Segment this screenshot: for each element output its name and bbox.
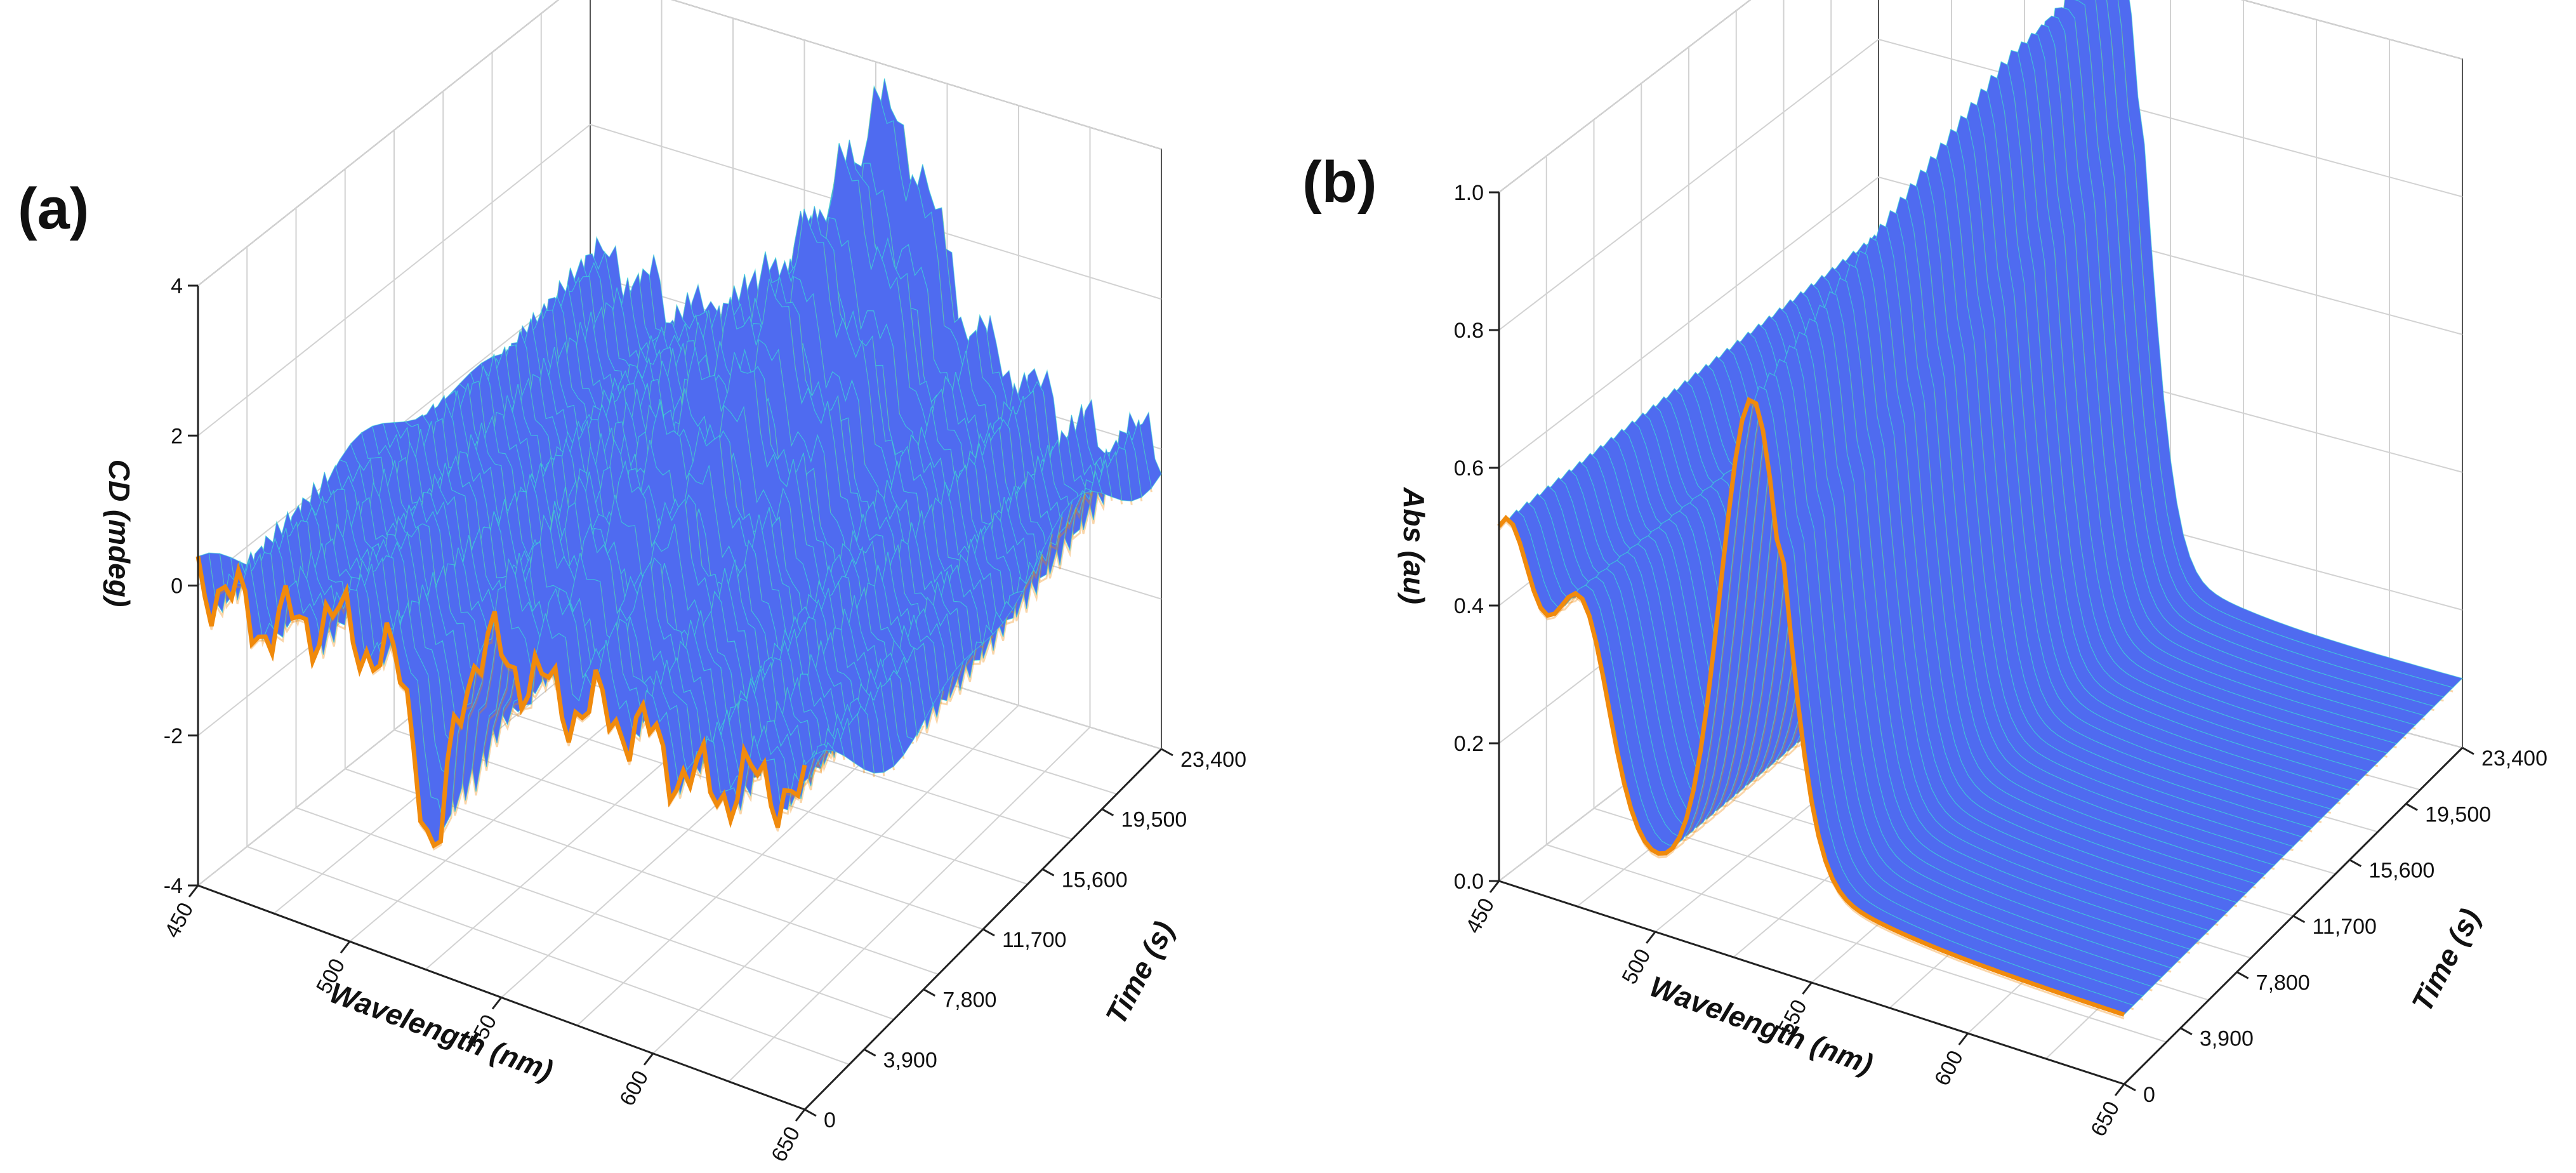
- panel-a-x-tick-label: 650: [767, 1123, 805, 1166]
- panel-a-wall-grid-h: [197, 0, 1162, 286]
- panel-a-x-tick: [340, 941, 351, 954]
- panel-a: 45050055060065003,9007,80011,70015,60019…: [18, 0, 1246, 1166]
- panel-a-z-tick-label: 2: [171, 424, 183, 448]
- panel-b-x-axis-title: Wavelength (nm): [1646, 969, 1877, 1080]
- panel-a-floor-grid-x: [652, 705, 1019, 1054]
- panel-a-y-tick-label: 0: [824, 1108, 836, 1132]
- panel-b-z-tick-label: 0.4: [1454, 594, 1484, 618]
- panel-b-z-tick-label: 0.0: [1454, 870, 1484, 894]
- panel-b-x-tick: [2114, 1084, 2125, 1096]
- panel-b-x-tick-label: 500: [1617, 945, 1655, 988]
- panel-b-y-tick-label: 19,500: [2425, 802, 2491, 826]
- panel-a-y-tick-label: 7,800: [942, 988, 996, 1012]
- panel-b-x-tick: [1646, 931, 1656, 944]
- panel-a-z-tick-label: -2: [164, 724, 183, 748]
- panel-a-y-tick-label: 11,700: [1002, 928, 1066, 952]
- panel-a-y-tick: [1161, 748, 1173, 757]
- panel-a-y-tick-label: 3,900: [883, 1048, 937, 1072]
- panel-b-y-tick: [2236, 971, 2249, 979]
- panel-b-y-axis-title: Time (s): [2405, 903, 2487, 1017]
- panel-b-y-tick: [2292, 915, 2306, 924]
- panel-b-wall-grid-h: [1498, 38, 2463, 331]
- panel-a-y-tick: [863, 1049, 876, 1057]
- panel-a-z-tick-label: -4: [164, 874, 183, 898]
- panel-a-y-tick-label: 15,600: [1062, 868, 1128, 892]
- panel-a-x-tick-label: 450: [160, 899, 198, 942]
- panel-a-floor-grid-y: [393, 729, 984, 930]
- panel-a-y-tick-label: 23,400: [1180, 748, 1246, 772]
- panel-b-y-tick-label: 23,400: [2481, 746, 2547, 771]
- panel-b: 45050055060065003,9007,80011,70015,60019…: [1302, 0, 2547, 1141]
- panel-a-x-tick: [643, 1052, 654, 1066]
- panel-a-z-axis-title: CD (mdeg): [103, 460, 136, 607]
- panel-b-y-tick-label: 3,900: [2200, 1027, 2254, 1051]
- panel-b-y-tick: [2124, 1083, 2136, 1092]
- panel-b-y-tick: [2180, 1027, 2193, 1035]
- panel-b-panel-label: (b): [1302, 150, 1377, 215]
- panel-a-z-tick-label: 4: [171, 274, 183, 298]
- panel-a-y-tick: [804, 1108, 817, 1117]
- panel-a-front-profile: [195, 555, 807, 849]
- panel-b-x-tick: [1958, 1033, 1969, 1045]
- panel-a-y-tick-label: 19,500: [1121, 808, 1187, 832]
- panel-b-x-tick-label: 600: [1930, 1047, 1968, 1090]
- panel-b-x-tick-label: 450: [1461, 894, 1499, 938]
- panel-b-z-tick-label: 0.8: [1454, 319, 1484, 343]
- panel-b-wall-grid-h: [1498, 176, 2463, 468]
- panel-b-wall-grid-h: [1498, 0, 2463, 193]
- panel-b-z-tick-label: 1.0: [1454, 181, 1484, 205]
- panel-b-y-tick-label: 11,700: [2313, 915, 2377, 939]
- panel-b-front-profile: [1497, 397, 2125, 1017]
- panel-a-floor-grid-x: [728, 726, 1091, 1082]
- panel-a-y-tick: [923, 988, 936, 997]
- panel-b-y-tick: [2405, 803, 2418, 811]
- panel-b-y-tick-label: 0: [2143, 1083, 2155, 1107]
- panel-b-x-tick: [1802, 982, 1813, 995]
- panel-a-y-tick: [982, 928, 995, 937]
- panel-b-x-tick: [1489, 880, 1500, 893]
- panel-a-y-axis-title: Time (s): [1099, 916, 1180, 1030]
- panel-a-wall-grid-h: [197, 124, 1162, 437]
- panel-a-y-tick: [1101, 808, 1114, 816]
- panel-a-x-tick-label: 600: [615, 1067, 653, 1110]
- panel-b-y-tick-label: 7,800: [2256, 971, 2310, 995]
- panel-a-x-tick: [188, 885, 199, 898]
- panel-b-y-tick: [2462, 746, 2474, 755]
- panel-b-x-tick-label: 650: [2086, 1097, 2124, 1141]
- panel-b-z-axis-title: Abs (au): [1397, 487, 1430, 604]
- panel-b-z-tick-label: 0.6: [1454, 456, 1484, 480]
- panel-b-z-tick-label: 0.2: [1454, 732, 1484, 756]
- panel-a-x-tick: [491, 997, 503, 1010]
- panel-a-z-tick-label: 0: [171, 574, 183, 599]
- panel-a-panel-label: (a): [18, 176, 89, 241]
- panel-b-y-tick: [2349, 859, 2362, 867]
- panel-b-y-tick-label: 15,600: [2368, 859, 2434, 883]
- panel-a-x-axis-title: Wavelength (nm): [326, 976, 557, 1087]
- panel-a-x-tick: [795, 1109, 806, 1122]
- panel-a-y-tick: [1041, 868, 1055, 877]
